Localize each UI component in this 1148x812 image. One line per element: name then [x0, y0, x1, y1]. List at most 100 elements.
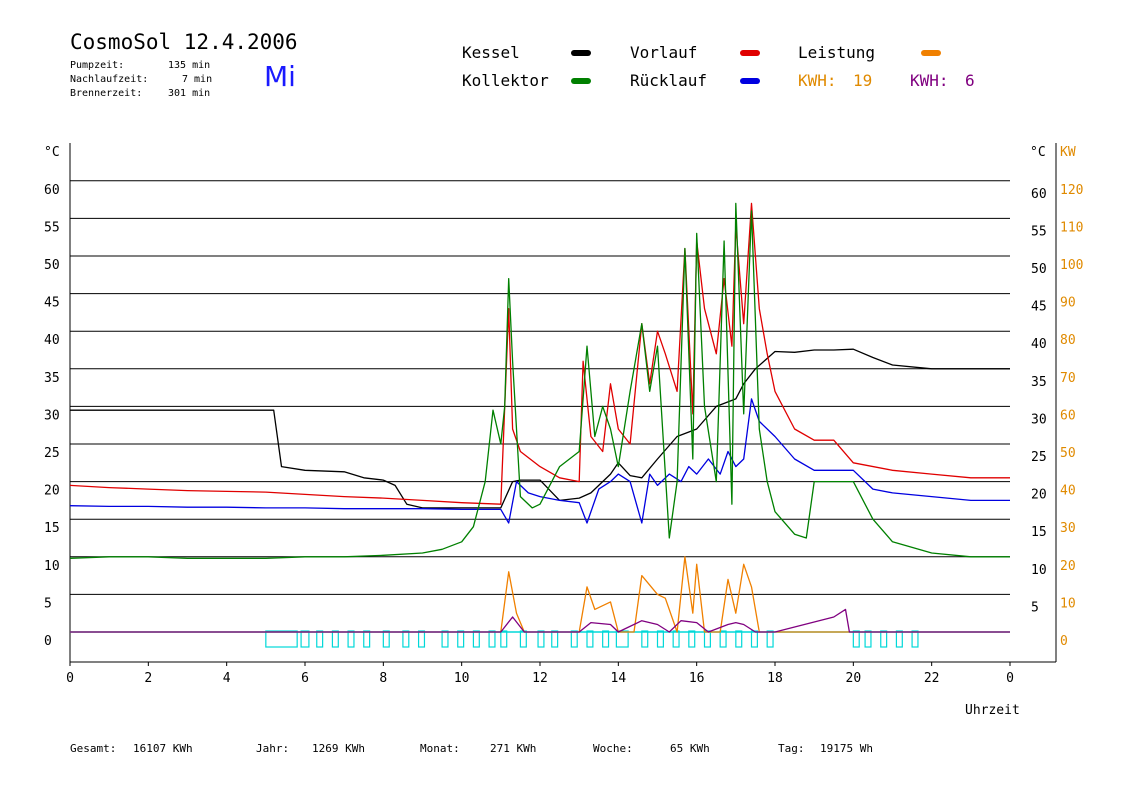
- y-right-tick-label: 15: [1031, 525, 1047, 540]
- pump-intervals: [70, 630, 1010, 648]
- x-tick-label: 20: [846, 671, 862, 686]
- y2-tick-label: 80: [1060, 333, 1076, 348]
- footer-label: Tag:: [778, 742, 805, 755]
- pump-interval: [719, 630, 727, 648]
- x-tick-label: 10: [454, 671, 470, 686]
- pump-interval: [641, 630, 649, 648]
- y2-tick-label: 60: [1060, 408, 1076, 423]
- chart-title: CosmoSol 12.4.2006: [70, 30, 298, 54]
- legend-label-ruecklauf: Rücklauf: [630, 71, 708, 90]
- y-right-tick-label: 50: [1031, 262, 1047, 277]
- legend-label-kollektor: Kollektor: [462, 71, 549, 90]
- x-tick-label: 22: [924, 671, 940, 686]
- legend-swatch-kollektor: [571, 78, 591, 84]
- y-right-tick-label: 55: [1031, 224, 1047, 239]
- pump-interval: [688, 630, 696, 648]
- y-right-tick-label: 25: [1031, 450, 1047, 465]
- stat-value: 7 min: [182, 74, 213, 85]
- y-tick-label: 5: [44, 596, 52, 611]
- kwh-value-leistung: 19: [853, 71, 873, 90]
- y-right-tick-label: 40: [1031, 337, 1047, 352]
- y-tick-label: 20: [44, 484, 60, 499]
- y-right-tick-label: 10: [1031, 563, 1047, 578]
- y-tick-label: 55: [44, 220, 60, 235]
- y-tick-label: 25: [44, 446, 60, 461]
- legend-label-vorlauf: Vorlauf: [630, 43, 698, 62]
- pump-interval: [880, 630, 888, 648]
- y2-tick-label: 20: [1060, 559, 1076, 574]
- y-tick-label: 30: [44, 408, 60, 423]
- pump-interval: [852, 630, 860, 648]
- series-line-kessel: [70, 348, 1010, 509]
- pump-interval: [895, 630, 903, 648]
- pump-interval: [750, 630, 758, 648]
- pump-interval: [735, 630, 743, 648]
- y-right-tick-label: 45: [1031, 300, 1047, 315]
- y2-tick-label: 120: [1060, 183, 1083, 198]
- y2-tick-label: 40: [1060, 484, 1076, 499]
- pump-interval: [382, 630, 390, 648]
- y2-tick-label: 100: [1060, 258, 1083, 273]
- legend-swatch-leistung: [921, 50, 941, 56]
- legend-label-kessel: Kessel: [462, 43, 520, 62]
- series-line-vorlauf: [69, 202, 1010, 505]
- y-tick-label: 0: [44, 634, 52, 649]
- pump-interval: [586, 630, 594, 648]
- legend-label-leistung: Leistung: [798, 43, 876, 62]
- weekday-label: Mi: [264, 60, 296, 93]
- grid-lines: [70, 180, 1010, 595]
- x-tick-label: 18: [767, 671, 783, 686]
- x-tick-label: 0: [66, 671, 74, 686]
- legend-swatch-ruecklauf: [740, 78, 760, 84]
- y2-unit: KW: [1060, 145, 1076, 160]
- y-right-tick-label: 60: [1031, 187, 1047, 202]
- series-lines: [69, 202, 1010, 633]
- footer-label: Monat:: [420, 742, 460, 755]
- pump-interval: [519, 630, 527, 648]
- y-right-tick-label: 35: [1031, 375, 1047, 390]
- y-tick-label: 60: [44, 183, 60, 198]
- series-line-kollektor: [69, 202, 1010, 559]
- y-tick-label: 50: [44, 258, 60, 273]
- kwh-value-purple: 6: [965, 71, 975, 90]
- y-tick-label: 40: [44, 333, 60, 348]
- pump-interval: [615, 630, 629, 648]
- stat-value: 135 min: [168, 60, 211, 71]
- y-right-unit: °C: [1030, 145, 1046, 160]
- pump-interval: [265, 630, 298, 648]
- pump-interval: [656, 630, 664, 648]
- pump-interval: [766, 630, 774, 648]
- pump-interval: [703, 630, 711, 648]
- kwh-label-leistung: KWH:: [798, 71, 837, 90]
- y-right-tick-label: 20: [1031, 488, 1047, 503]
- y2-tick-label: 10: [1060, 596, 1076, 611]
- footer-label: Jahr:: [256, 742, 290, 755]
- y-tick-label: 45: [44, 296, 60, 311]
- pump-interval: [602, 630, 610, 648]
- pump-interval: [911, 630, 919, 648]
- pump-interval: [551, 630, 559, 648]
- y2-tick-label: 70: [1060, 371, 1076, 386]
- stat-label: Pumpzeit:: [70, 60, 125, 71]
- stat-value: 301 min: [168, 88, 211, 99]
- x-tick-label: 2: [144, 671, 152, 686]
- pump-interval: [347, 630, 355, 648]
- x-tick-label: 8: [379, 671, 387, 686]
- kwh-label-purple: KWH:: [910, 71, 949, 90]
- x-tick-label: 0: [1006, 671, 1014, 686]
- y-right-tick-label: 5: [1031, 600, 1039, 615]
- y-tick-label: 10: [44, 559, 60, 574]
- pump-interval: [316, 630, 324, 648]
- x-tick-label: 4: [223, 671, 231, 686]
- footer-value: 19175 Wh: [820, 742, 873, 755]
- footer-value: 65 KWh: [670, 742, 710, 755]
- y-right-tick-label: 30: [1031, 412, 1047, 427]
- pump-interval: [672, 630, 680, 648]
- footer-value: 271 KWh: [490, 742, 537, 755]
- pump-interval: [441, 630, 449, 648]
- stat-label: Brennerzeit:: [70, 88, 143, 99]
- series-line-rcklauf: [69, 398, 1010, 524]
- pump-interval: [331, 630, 339, 648]
- legend-swatch-vorlauf: [740, 50, 760, 56]
